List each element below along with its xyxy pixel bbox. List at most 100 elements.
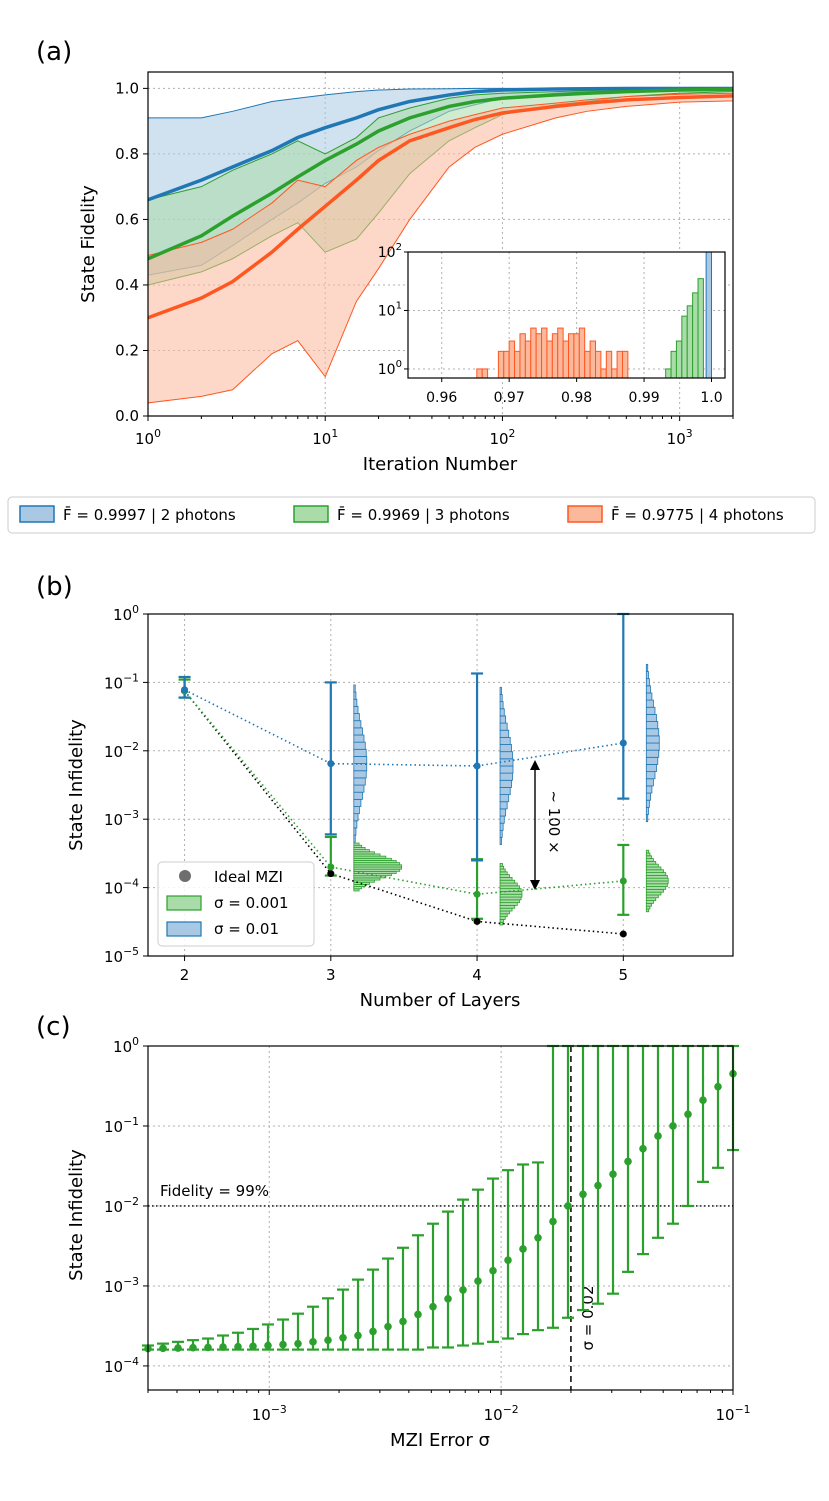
panel-a-legend: F̄ = 0.9997 | 2 photons F̄ = 0.9969 | 3 …: [7, 496, 816, 534]
inset-orange-bar-3: [503, 350, 510, 379]
b-hist-blue-layer5-14: [645, 714, 657, 722]
panel-a-ylabel: State Fidelity: [78, 185, 99, 303]
b-hist-blue-layer4-5: [499, 801, 508, 810]
b-hist-blue-layer3-14: [353, 734, 365, 743]
b-hist-blue-layer5-4: [645, 785, 653, 794]
b-hist-blue-layer5-11: [645, 735, 660, 744]
a-ytick-label-5: 1.0: [115, 79, 139, 97]
b-hist-blue-layer4-8: [499, 779, 512, 788]
c-ytick-label-3: 10−1: [104, 1115, 139, 1136]
c-point-15: [369, 1327, 377, 1336]
b-hist-green-layer5-9: [645, 883, 668, 887]
inset-orange-bar-18: [584, 350, 591, 379]
c-ytick-label-4: 100: [113, 1035, 139, 1056]
b-hist-blue-layer3-13: [353, 741, 366, 750]
c-point-6: [234, 1342, 242, 1351]
b-hist-blue-layer3-1: [353, 827, 357, 836]
b-hist-green-layer5-8: [645, 886, 667, 890]
b-hist-blue-layer4-12: [499, 751, 513, 760]
b-ytick-label-5: 100: [113, 603, 139, 624]
b-ytick-label-3: 10−2: [104, 740, 139, 761]
b-hist-green-layer5-16: [645, 863, 659, 868]
legend-label-3-photons: F̄ = 0.9969 | 3 photons: [337, 505, 510, 524]
b-hist-blue-layer4-3: [499, 815, 505, 824]
b-ytick-label-1: 10−4: [104, 877, 139, 898]
b-hist-blue-layer5-7: [645, 764, 657, 773]
b-hist-blue-layer5-15: [645, 706, 656, 715]
inset-orange-bar-0: [476, 368, 483, 379]
inset-blue-bar-0: [705, 251, 713, 379]
b-hist-green-layer5-3: [645, 900, 654, 904]
b-point-σ0.01-2: [473, 762, 481, 770]
b-hist-green-layer4-6: [499, 905, 516, 909]
panel-b-plot: 2 3 4 5 10−5 10−4 10−3 10−2 10−1 100 Ideal MZI σ = …: [104, 603, 734, 984]
b-hist-green-layer4-17: [499, 874, 510, 878]
inset-orange-bar-15: [568, 333, 575, 379]
b-hist-blue-layer3-8: [353, 777, 366, 786]
b-hist-blue-layer3-12: [353, 748, 367, 757]
c-point-10: [294, 1339, 302, 1348]
b-legend-swatch-blue: [166, 921, 202, 937]
c-ytick-label-0: 10−4: [104, 1355, 139, 1376]
c-point-13: [339, 1333, 347, 1342]
inset-orange-bar-10: [541, 327, 548, 379]
c-point-38: [714, 1082, 722, 1091]
inset-orange-bar-16: [573, 333, 580, 379]
b-hist-blue-layer4-10: [499, 765, 514, 774]
b-hist-green-layer4-5: [499, 907, 513, 912]
c-point-23: [489, 1266, 497, 1275]
panel-c-hline-label: Fidelity = 99%: [160, 1182, 269, 1200]
b-hist-blue-layer3-21: [353, 684, 356, 693]
b-legend-label-0: Ideal MZI: [214, 868, 283, 886]
inset-green-bar-2: [675, 340, 683, 379]
b-hist-blue-layer5-5: [645, 778, 654, 787]
a-xtick-label-2: 102: [489, 427, 515, 448]
inset-xtick-label-1: 0.97: [494, 390, 525, 406]
c-point-9: [279, 1340, 287, 1349]
a-xtick-label-1: 101: [312, 427, 338, 448]
a-ytick-label-0: 0.0: [115, 407, 139, 425]
b-hist-green-layer4-1: [499, 919, 505, 923]
b-hist-blue-layer5-1: [645, 806, 649, 815]
panel-b-label: (b): [36, 572, 73, 602]
b-hist-blue-layer3-0: [353, 834, 356, 843]
inset-green-bar-1: [670, 350, 677, 379]
inset-xtick-label-3: 0.99: [628, 390, 659, 406]
inset-frame: [407, 251, 726, 379]
b-ytick-label-4: 10−1: [104, 671, 139, 692]
legend-label-2-photons: F̄ = 0.9997 | 2 photons: [63, 505, 236, 524]
b-hist-green-layer4-2: [499, 916, 506, 920]
b-hist-green-layer4-15: [499, 879, 516, 884]
b-hist-green-layer5-1: [645, 905, 651, 910]
c-ytick-label-1: 10−3: [104, 1275, 139, 1296]
panel-b-legend: Ideal MZI σ = 0.001 σ = 0.01: [157, 861, 315, 947]
inset-ytick-label-2: 102: [378, 242, 402, 261]
b-hist-blue-layer4-4: [499, 808, 507, 817]
b-hist-blue-layer3-16: [353, 720, 362, 729]
c-point-16: [384, 1322, 392, 1331]
b-ytick-label-2: 10−3: [104, 808, 139, 829]
a-xtick-label-0: 100: [135, 427, 161, 448]
c-point-31: [609, 1170, 617, 1178]
b-ratio-arrow-head-bottom: [530, 880, 540, 890]
b-hist-green-layer5-0: [645, 908, 650, 913]
c-point-33: [639, 1144, 647, 1153]
b-hist-blue-layer4-2: [499, 822, 504, 831]
a-xtick-label-3: 103: [667, 427, 693, 448]
b-hist-green-layer4-18: [499, 871, 508, 876]
c-point-30: [594, 1181, 602, 1190]
c-frame: [147, 1045, 734, 1391]
c-point-1: [159, 1344, 167, 1353]
c-point-29: [579, 1190, 587, 1199]
b-hist-blue-layer4-9: [499, 772, 513, 781]
c-point-36: [684, 1110, 692, 1119]
panel-b-ylabel: State Infidelity: [66, 719, 87, 851]
b-hist-green-layer5-10: [645, 880, 669, 885]
b-hist-green-layer5-21: [645, 849, 650, 854]
b-hist-green-layer5-4: [645, 897, 657, 901]
c-point-20: [444, 1295, 452, 1303]
inset-orange-bar-13: [557, 327, 564, 379]
inset-orange-bar-19: [589, 340, 597, 379]
c-point-8: [264, 1341, 272, 1350]
c-point-14: [354, 1331, 362, 1340]
